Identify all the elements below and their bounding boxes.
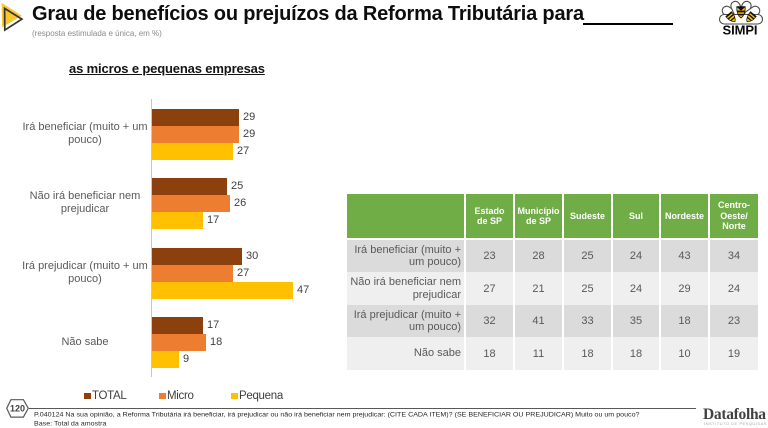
svg-text:SIMPI: SIMPI [723,23,758,38]
svg-text:120: 120 [10,404,25,414]
